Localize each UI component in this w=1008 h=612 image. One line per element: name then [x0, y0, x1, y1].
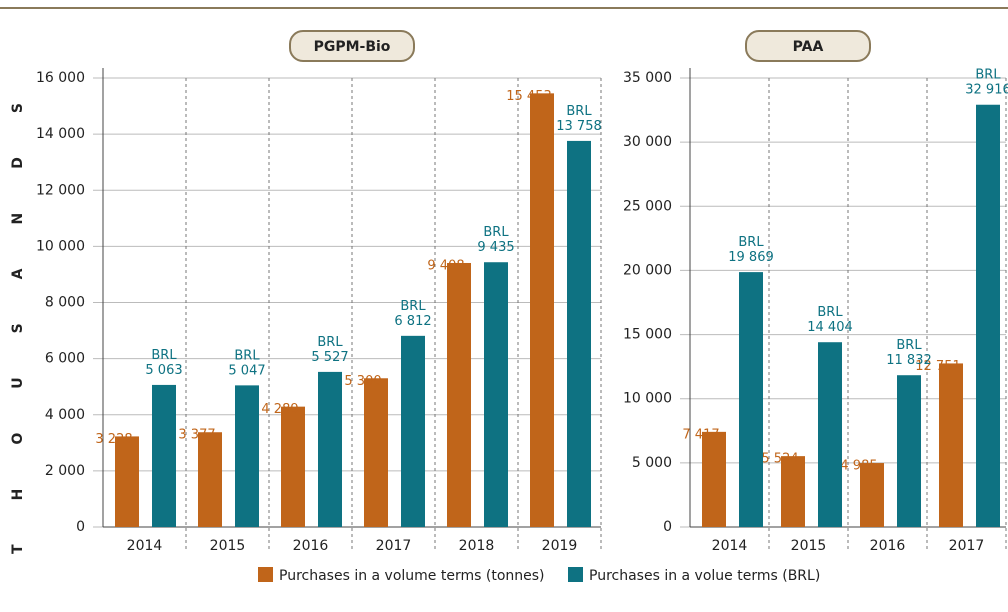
y-tick-label: 20 000	[623, 262, 672, 278]
data-label: 3 228	[95, 432, 132, 447]
bar	[401, 335, 425, 527]
bar	[318, 371, 342, 527]
y-tick-label: 14 000	[36, 126, 85, 142]
bar	[897, 375, 921, 527]
y-tick-label: 15 000	[623, 327, 672, 343]
data-label: 5 300	[344, 374, 381, 389]
data-label: BRL 5 063	[145, 347, 182, 377]
data-label: BRL 9 435	[477, 225, 514, 255]
legend-swatch	[258, 567, 273, 582]
data-label: BRL 19 869	[728, 235, 774, 265]
data-label: BRL 5 527	[311, 334, 348, 364]
bar	[702, 431, 726, 527]
y-tick-label: 4 000	[45, 407, 85, 423]
x-tick-label: 2014	[127, 538, 163, 554]
title-box	[289, 30, 415, 62]
y-axis-label: THOUSANDS	[10, 59, 26, 554]
x-tick-label: 2014	[712, 538, 748, 554]
x-tick-label: 2015	[791, 538, 827, 554]
legend-label: Purchases in a volume terms (tonnes)	[279, 568, 545, 584]
chart-title: PGPM-Bio	[314, 39, 391, 55]
bar	[484, 262, 508, 527]
y-tick-label: 10 000	[36, 238, 85, 254]
legend-swatch	[568, 567, 583, 582]
data-label: 12 751	[915, 359, 961, 374]
bar	[198, 432, 222, 527]
y-tick-label: 12 000	[36, 182, 85, 198]
x-tick-label: 2019	[542, 538, 578, 554]
bar	[115, 436, 139, 527]
legend-label: Purchases in a volue terms (BRL)	[589, 568, 820, 584]
y-tick-label: 5 000	[632, 455, 672, 471]
data-label: BRL 11 832	[886, 338, 932, 368]
x-tick-label: 2018	[459, 538, 495, 554]
x-tick-label: 2017	[949, 538, 985, 554]
data-label: BRL 6 812	[394, 298, 431, 328]
data-label: 7 417	[682, 427, 719, 442]
y-tick-label: 8 000	[45, 295, 85, 311]
bar	[281, 406, 305, 527]
bar	[235, 385, 259, 527]
data-label: 5 524	[761, 452, 798, 467]
bar	[447, 262, 471, 527]
x-tick-label: 2017	[376, 538, 412, 554]
bar	[976, 104, 1000, 527]
bar	[530, 93, 554, 527]
data-label: 9 408	[427, 258, 464, 273]
y-tick-label: 2 000	[45, 463, 85, 479]
data-label: BRL 14 404	[807, 305, 853, 335]
data-label: 4 985	[840, 459, 877, 474]
title-box	[745, 30, 871, 62]
y-tick-label: 16 000	[36, 70, 85, 86]
data-label: 15 453	[506, 89, 552, 104]
data-label: BRL 13 758	[556, 103, 602, 133]
bar	[939, 363, 963, 527]
y-tick-label: 6 000	[45, 351, 85, 367]
y-tick-label: 25 000	[623, 198, 672, 214]
bar	[152, 384, 176, 527]
y-tick-label: 0	[76, 519, 85, 535]
bar	[860, 463, 884, 527]
y-tick-label: 0	[663, 519, 672, 535]
x-tick-label: 2016	[293, 538, 329, 554]
data-label: BRL 5 047	[228, 348, 265, 378]
y-tick-label: 30 000	[623, 134, 672, 150]
data-label: 3 377	[178, 428, 215, 443]
bar	[818, 342, 842, 527]
x-tick-label: 2016	[870, 538, 906, 554]
x-tick-label: 2015	[210, 538, 246, 554]
data-label: BRL 32 916	[965, 67, 1008, 97]
bar	[567, 140, 591, 527]
chart-title: PAA	[793, 39, 824, 55]
bar	[781, 456, 805, 527]
y-tick-label: 10 000	[623, 391, 672, 407]
y-tick-label: 35 000	[623, 70, 672, 86]
bar	[739, 272, 763, 527]
data-label: 4 289	[261, 402, 298, 417]
bar	[364, 378, 388, 527]
